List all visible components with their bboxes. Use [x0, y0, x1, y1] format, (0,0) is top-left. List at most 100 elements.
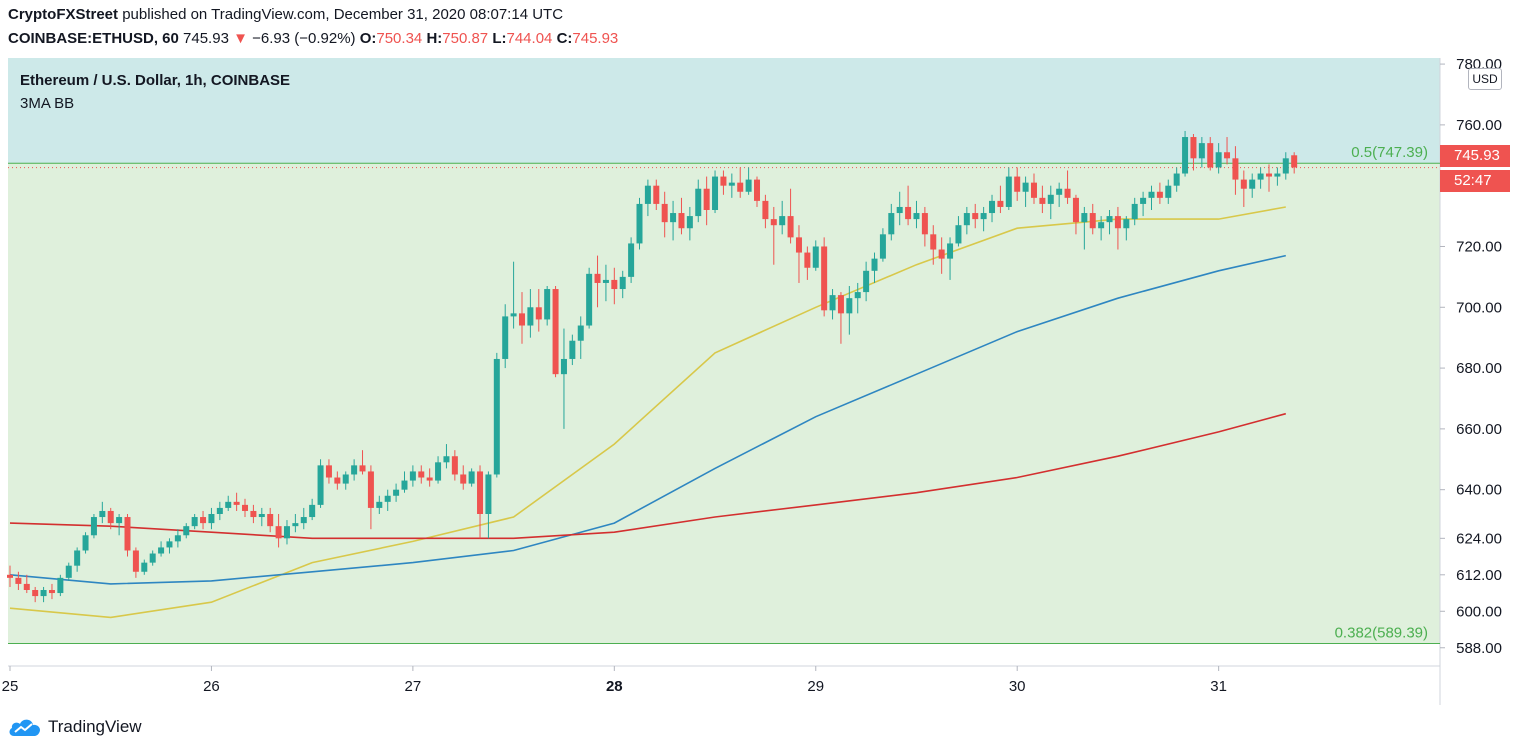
candle-body — [510, 313, 517, 317]
candle-body — [233, 501, 240, 505]
candle-body — [342, 474, 349, 484]
low-label: L: — [492, 30, 507, 47]
candle-body — [300, 517, 307, 524]
candle-body — [409, 471, 416, 481]
candle-body — [1291, 155, 1298, 168]
candle-body — [779, 216, 786, 226]
candle-body — [1081, 213, 1088, 223]
candle-body — [90, 517, 97, 536]
candle-body — [1039, 197, 1046, 204]
candle-body — [351, 465, 358, 475]
price-tick-label: 588.00 — [1456, 640, 1502, 657]
fib-levels: 0.5(747.39) 0.382(589.39) — [8, 144, 1440, 645]
candle-body — [40, 590, 47, 597]
candle-body — [7, 574, 13, 578]
candle-body — [124, 517, 131, 551]
bar-countdown: 52:47 — [1440, 170, 1510, 192]
candle-body — [325, 465, 332, 478]
candle-body — [871, 258, 878, 271]
candle-body — [611, 279, 618, 290]
candle-body — [132, 550, 139, 572]
candle-body — [451, 456, 458, 475]
candle-body — [560, 358, 567, 375]
publish-text: published on TradingView.com, December 3… — [122, 6, 564, 23]
candle-body — [359, 465, 366, 472]
open-label: O: — [359, 30, 377, 47]
candle-body — [116, 517, 123, 524]
high-label: H: — [426, 30, 443, 47]
candle-body — [376, 501, 383, 508]
chart-title: Ethereum / U.S. Dollar, 1h, COINBASE — [20, 72, 291, 89]
price-tick-label: 640.00 — [1456, 482, 1502, 499]
indicator-name[interactable]: 3MA BB — [20, 95, 75, 112]
candle-body — [628, 243, 635, 277]
candle-body — [930, 234, 937, 250]
candle-body — [644, 185, 651, 204]
candle-body — [602, 279, 609, 283]
candle-body — [283, 526, 290, 539]
candle-body — [787, 216, 794, 238]
candle-body — [619, 276, 626, 290]
candle-body — [242, 504, 249, 511]
candle-body — [1215, 152, 1222, 168]
tradingview-logo[interactable]: TradingView — [8, 716, 142, 738]
candle-body — [317, 465, 324, 505]
candle-body — [225, 501, 232, 508]
candle-body — [913, 213, 920, 220]
change-arrow-icon: ▼ — [233, 30, 248, 47]
candle-body — [728, 182, 735, 186]
candle-body — [997, 200, 1004, 207]
open-value: 750.34 — [376, 30, 423, 47]
candle-body — [821, 246, 828, 311]
symbol-label: COINBASE:ETHUSD, 60 — [8, 30, 179, 47]
candle-body — [594, 273, 601, 283]
candle-body — [720, 176, 727, 186]
candle-body — [745, 179, 752, 192]
close-label: C: — [556, 30, 573, 47]
candle-body — [1282, 158, 1289, 174]
currency-badge[interactable]: USD — [1468, 68, 1502, 90]
candle-body — [955, 225, 962, 244]
candle-body — [695, 188, 702, 217]
candle-body — [812, 246, 819, 268]
candle-body — [1148, 191, 1155, 198]
price-tick-label: 680.00 — [1456, 360, 1502, 377]
time-axis[interactable]: 25 26 27 28 29 30 31 — [2, 666, 1227, 695]
candle-body — [1106, 216, 1113, 223]
candle-body — [435, 462, 442, 481]
author-name[interactable]: CryptoFXStreet — [8, 6, 119, 23]
candle-body — [1207, 143, 1214, 168]
candle-body — [250, 510, 257, 518]
candle-body — [485, 474, 492, 514]
price-tick-label: 700.00 — [1456, 299, 1502, 316]
candle-body — [678, 213, 685, 229]
candle-body — [770, 219, 777, 226]
candle-body — [888, 213, 895, 235]
candle-body — [544, 289, 551, 320]
candle-body — [57, 577, 64, 594]
high-value: 750.87 — [442, 30, 489, 47]
candle-body — [183, 526, 190, 536]
candle-body — [1173, 173, 1180, 186]
candle-body — [879, 234, 886, 259]
price-tick-label: 660.00 — [1456, 421, 1502, 438]
candle-body — [921, 213, 928, 235]
candle-body — [158, 547, 165, 554]
candle-body — [1165, 185, 1172, 198]
price-change: −6.93 (−0.92%) — [252, 30, 356, 47]
candle-body — [208, 514, 215, 524]
candle-body — [586, 273, 593, 326]
candle-body — [989, 200, 996, 214]
candle-body — [1123, 219, 1130, 229]
candle-body — [686, 216, 693, 229]
candle-body — [418, 471, 425, 478]
candle-body — [569, 340, 576, 359]
candle-body — [477, 471, 484, 514]
candle-body — [367, 471, 374, 508]
candle-body — [754, 179, 761, 201]
price-axis[interactable]: 780.00760.00720.00700.00680.00660.00640.… — [1440, 56, 1502, 657]
candle-body — [216, 507, 223, 514]
moving-average-line — [9, 254, 1286, 585]
candle-body — [174, 535, 181, 542]
